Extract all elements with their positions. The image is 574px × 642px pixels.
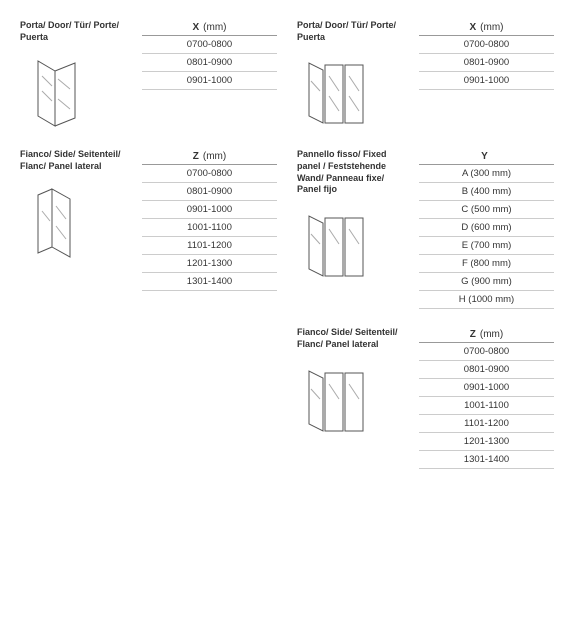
door-table-right: X (mm) 0700-0800 0801-0900 0901-1000 xyxy=(419,20,554,131)
table-header-y: Y xyxy=(481,151,488,162)
table-header-z: Z xyxy=(193,151,199,162)
door-label-right: Porta/ Door/ Tür/ Porte/ Puerta xyxy=(297,20,407,43)
side-label-left: Fianco/ Side/ Seitenteil/ Flanc/ Panel l… xyxy=(20,149,130,172)
table-row: 1301-1400 xyxy=(419,451,554,469)
table-row: 0901-1000 xyxy=(142,72,277,90)
table-row: 1201-1300 xyxy=(142,255,277,273)
table-row: H (1000 mm) xyxy=(419,291,554,309)
table-row: 0801-0900 xyxy=(419,361,554,379)
table-row: 0700-0800 xyxy=(142,36,277,54)
side-diagram-left xyxy=(20,181,100,261)
table-row: 0901-1000 xyxy=(419,379,554,397)
door-diagram-right xyxy=(297,51,377,131)
table-row: 0901-1000 xyxy=(419,72,554,90)
table-row: 0700-0800 xyxy=(142,165,277,183)
side-table-left: Z (mm) 0700-0800 0801-0900 0901-1000 100… xyxy=(142,149,277,309)
door-label-left: Porta/ Door/ Tür/ Porte/ Puerta xyxy=(20,20,130,43)
table-header-x: X xyxy=(193,22,200,33)
table-row: C (500 mm) xyxy=(419,201,554,219)
table-row: D (600 mm) xyxy=(419,219,554,237)
table-row: B (400 mm) xyxy=(419,183,554,201)
table-row: 0901-1000 xyxy=(142,201,277,219)
table-unit: (mm) xyxy=(480,329,503,340)
table-row: 0801-0900 xyxy=(142,183,277,201)
table-row: 0801-0900 xyxy=(419,54,554,72)
fixed-panel-label: Pannello fisso/ Fixed panel / Feststehen… xyxy=(297,149,407,196)
table-row: 1101-1200 xyxy=(419,415,554,433)
table-row: 1301-1400 xyxy=(142,273,277,291)
table-row: 1201-1300 xyxy=(419,433,554,451)
table-row: 1101-1200 xyxy=(142,237,277,255)
side-diagram-right xyxy=(297,359,377,439)
table-row: F (800 mm) xyxy=(419,255,554,273)
table-header-z: Z xyxy=(470,329,476,340)
table-header-x: X xyxy=(470,22,477,33)
door-table-left: X (mm) 0700-0800 0801-0900 0901-1000 xyxy=(142,20,277,131)
table-row: A (300 mm) xyxy=(419,165,554,183)
table-unit: (mm) xyxy=(203,22,226,33)
table-unit: (mm) xyxy=(480,22,503,33)
door-diagram-left xyxy=(20,51,100,131)
table-row: 0700-0800 xyxy=(419,343,554,361)
fixed-panel-diagram xyxy=(297,204,377,284)
table-row: G (900 mm) xyxy=(419,273,554,291)
table-row: 0801-0900 xyxy=(142,54,277,72)
fixed-panel-table: Y A (300 mm) B (400 mm) C (500 mm) D (60… xyxy=(419,149,554,309)
table-row: 0700-0800 xyxy=(419,36,554,54)
table-row: 1001-1100 xyxy=(142,219,277,237)
side-table-right: Z (mm) 0700-0800 0801-0900 0901-1000 100… xyxy=(419,327,554,469)
table-unit: (mm) xyxy=(203,151,226,162)
side-label-right: Fianco/ Side/ Seitenteil/ Flanc/ Panel l… xyxy=(297,327,407,350)
table-row: 1001-1100 xyxy=(419,397,554,415)
table-row: E (700 mm) xyxy=(419,237,554,255)
